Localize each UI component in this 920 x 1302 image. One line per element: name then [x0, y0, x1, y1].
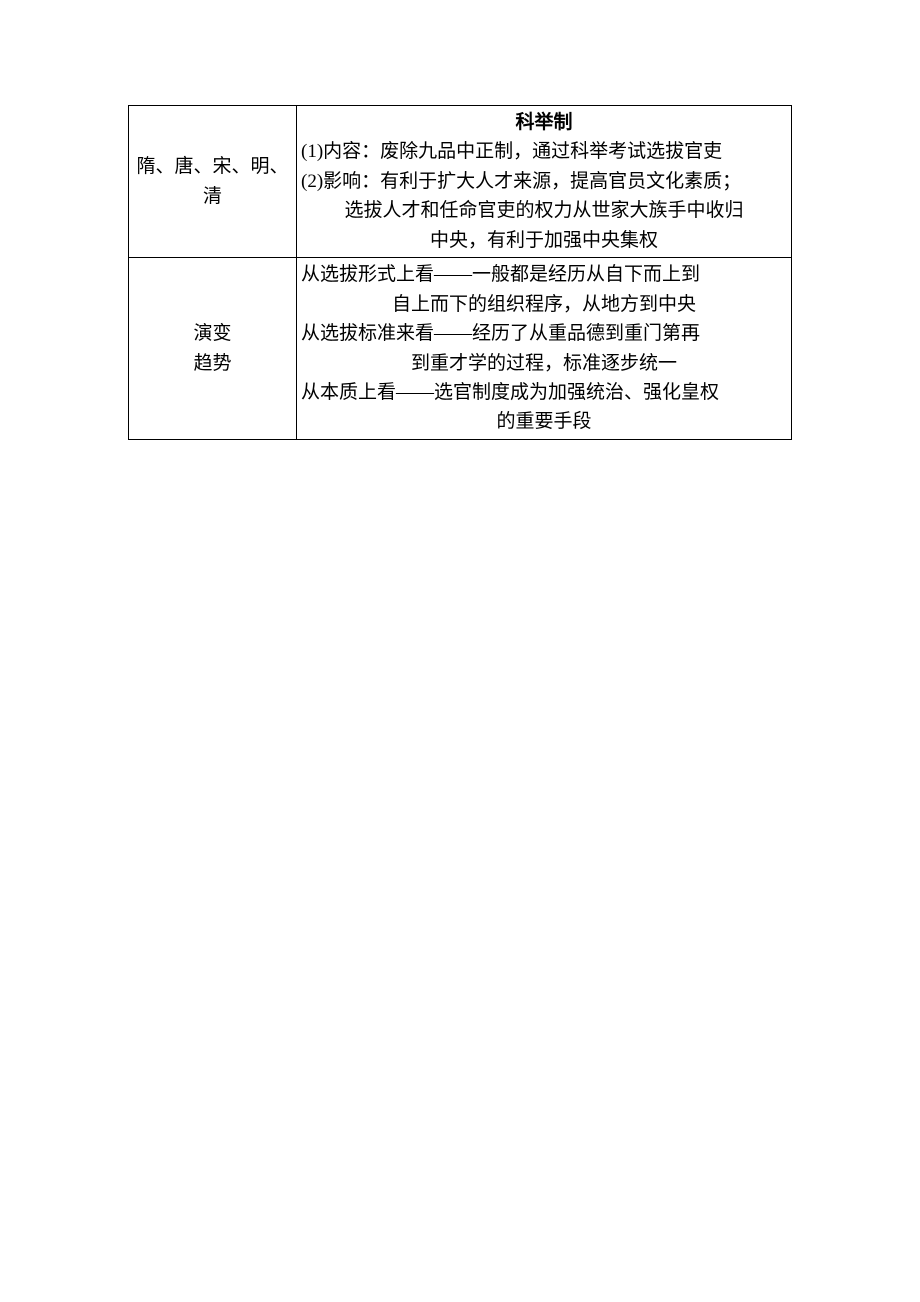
- cell-trend-content: 从选拔形式上看——一般都是经历从自下而上到 自上而下的组织程序，从地方到中央 从…: [297, 258, 792, 440]
- trend-line2: 自上而下的组织程序，从地方到中央: [301, 290, 787, 319]
- trend-line3: 从选拔标准来看——经历了从重品德到重门第再: [301, 319, 787, 348]
- document-page: 隋、唐、宋、明、 清 科举制 (1)内容：废除九品中正制，通过科举考试选拔官吏 …: [0, 0, 920, 1302]
- keju-line3: 选拔人才和任命官吏的权力从世家大族手中收归: [301, 196, 787, 225]
- keju-line1: (1)内容：废除九品中正制，通过科举考试选拔官吏: [301, 137, 787, 166]
- dynasty-text-line2: 清: [133, 182, 292, 211]
- trend-line6: 的重要手段: [301, 407, 787, 436]
- trend-label-line1: 演变: [133, 319, 292, 348]
- trend-line5: 从本质上看——选官制度成为加强统治、强化皇权: [301, 378, 787, 407]
- cell-trend-label: 演变 趋势: [129, 258, 297, 440]
- keju-line2: (2)影响：有利于扩大人才来源，提高官员文化素质；: [301, 167, 787, 196]
- cell-dynasties: 隋、唐、宋、明、 清: [129, 106, 297, 258]
- trend-line4: 到重才学的过程，标准逐步统一: [301, 349, 787, 378]
- trend-label-line2: 趋势: [133, 349, 292, 378]
- table-row: 演变 趋势 从选拔形式上看——一般都是经历从自下而上到 自上而下的组织程序，从地…: [129, 258, 792, 440]
- keju-line4: 中央，有利于加强中央集权: [301, 226, 787, 255]
- keju-title: 科举制: [301, 108, 787, 137]
- trend-line1: 从选拔形式上看——一般都是经历从自下而上到: [301, 260, 787, 289]
- content-table: 隋、唐、宋、明、 清 科举制 (1)内容：废除九品中正制，通过科举考试选拔官吏 …: [128, 105, 792, 440]
- table-row: 隋、唐、宋、明、 清 科举制 (1)内容：废除九品中正制，通过科举考试选拔官吏 …: [129, 106, 792, 258]
- cell-keju: 科举制 (1)内容：废除九品中正制，通过科举考试选拔官吏 (2)影响：有利于扩大…: [297, 106, 792, 258]
- dynasty-text-line1: 隋、唐、宋、明、: [133, 152, 292, 181]
